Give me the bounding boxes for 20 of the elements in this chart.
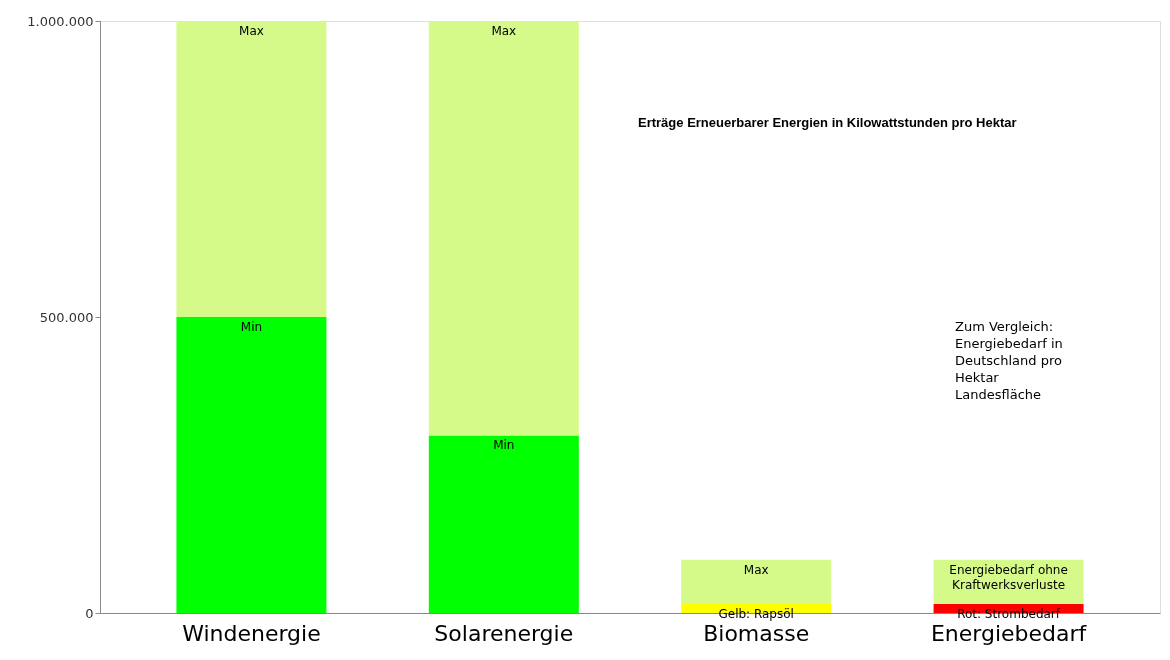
bar: [428, 21, 579, 436]
x-tick-label: Windenergie: [182, 620, 321, 646]
x-tick-label: Biomasse: [703, 620, 810, 646]
annotation: Min: [240, 320, 263, 334]
annotation: Max: [743, 562, 769, 577]
text: Erträge Erneuerbarer Energien in Kilowattstunden pro Hektar: [638, 115, 1017, 130]
bar: [681, 559, 832, 605]
y-tick-label: 1.000.000: [27, 13, 94, 29]
annotation: Energiebedarf ohne Kraftwerksverluste: [949, 562, 1068, 592]
y-tick-label: 0: [85, 605, 94, 621]
annotation: Min: [493, 438, 515, 453]
bar: [176, 21, 327, 317]
annotation: Max: [491, 24, 517, 38]
annotation: Max: [239, 24, 264, 38]
y-tick-label: 500.000: [39, 309, 94, 325]
annotation: Zum Vergleich: Energiebedarf in Deutschland pro Hektar Landesfläche: [955, 319, 1063, 402]
x-tick-label: Solarenergie: [434, 620, 574, 646]
x-tick-label: Energiebedarf: [930, 620, 1088, 646]
bar: [176, 317, 327, 613]
bar: [428, 435, 579, 613]
